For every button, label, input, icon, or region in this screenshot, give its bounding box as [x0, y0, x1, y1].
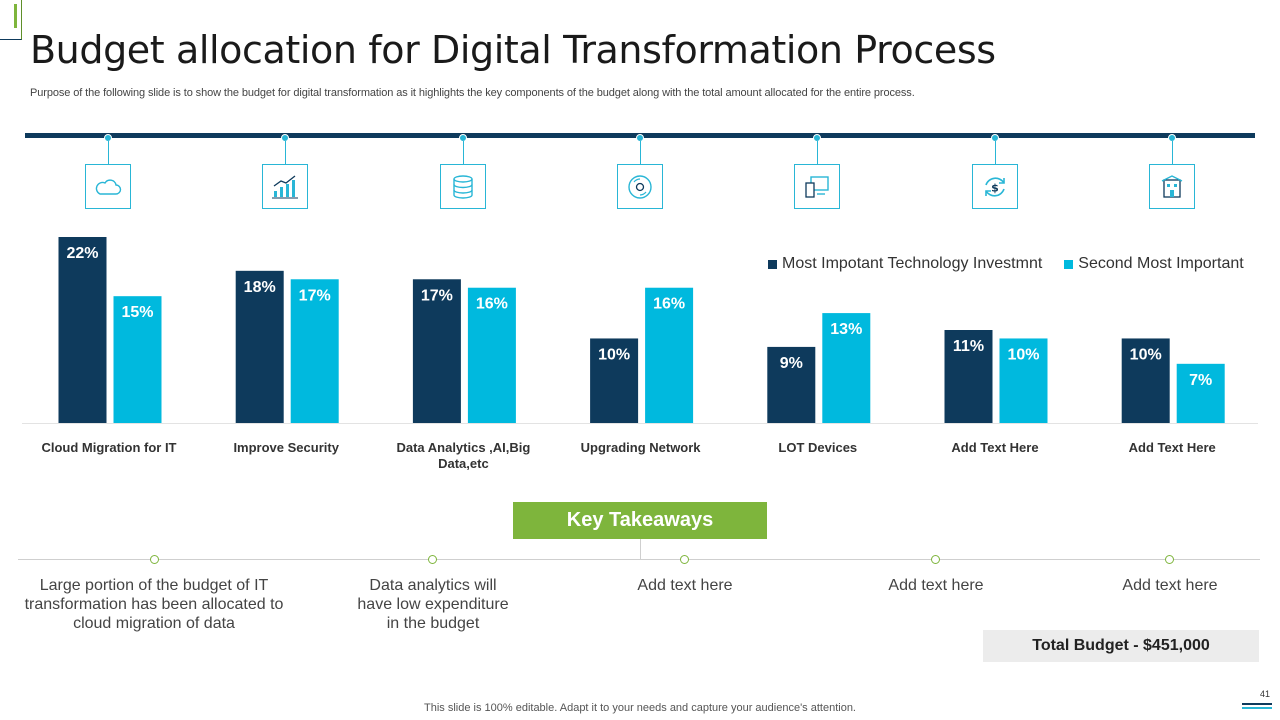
- category-label-2: Improve Security: [233, 440, 339, 455]
- takeaway-dot: [680, 555, 689, 564]
- icon-column-5: [794, 134, 840, 210]
- footer-note: This slide is 100% editable. Adapt it to…: [424, 702, 856, 714]
- takeaway-timeline: [18, 559, 1260, 560]
- bar-secondary-6: [999, 338, 1048, 423]
- page-number: 41: [1259, 689, 1270, 699]
- data-label-primary-2: 18%: [244, 279, 276, 296]
- bar-primary-3: [412, 279, 461, 423]
- category-label-4: Upgrading Network: [581, 440, 702, 455]
- icon-column-6: $: [972, 134, 1018, 210]
- data-label-secondary-5: 13%: [830, 321, 862, 338]
- takeaway-dot: [150, 555, 159, 564]
- chart-legend: Most Impotant Technology Investmnt Secon…: [768, 255, 1244, 273]
- takeaway-text-4: Add text here: [888, 577, 984, 594]
- data-label-primary-6: 11%: [953, 338, 984, 355]
- devices-icon: [794, 164, 840, 209]
- corner-accent: [0, 0, 22, 40]
- data-label-primary-7: 10%: [1130, 346, 1162, 363]
- data-label-secondary-7: 7%: [1189, 372, 1212, 389]
- icon-column-1: [85, 134, 131, 210]
- legend-item-secondary: Second Most Important: [1064, 255, 1244, 273]
- key-takeaways-heading: Key Takeaways: [513, 502, 767, 539]
- takeaway-text-3: Add text here: [637, 577, 733, 594]
- bar-primary-7: [1121, 338, 1170, 423]
- takeaway-dot: [931, 555, 940, 564]
- network-disc-icon: [617, 164, 663, 209]
- page-number-accent: [1242, 703, 1272, 709]
- database-icon: [440, 164, 486, 209]
- growth-chart-icon: [262, 164, 308, 209]
- bar-secondary-1: [113, 296, 162, 423]
- icon-column-3: [440, 134, 486, 210]
- legend-swatch-secondary: [1064, 259, 1074, 269]
- data-label-secondary-3: 16%: [476, 296, 508, 313]
- slide-subtitle: Purpose of the following slide is to sho…: [30, 87, 915, 99]
- icon-column-4: [617, 134, 663, 210]
- icon-column-7: [1149, 134, 1195, 210]
- takeaway-text-2: Data analytics will have low expenditure…: [357, 577, 509, 632]
- data-label-secondary-4: 16%: [653, 296, 685, 313]
- category-label-1: Cloud Migration for IT: [41, 440, 176, 455]
- bar-primary-2: [235, 270, 284, 423]
- takeaway-dot: [1165, 555, 1174, 564]
- bar-secondary-3: [467, 287, 516, 423]
- bar-primary-6: [944, 330, 993, 423]
- legend-label-primary: Most Impotant Technology Investmnt: [782, 255, 1043, 272]
- legend-item-primary: Most Impotant Technology Investmnt: [768, 255, 1042, 273]
- data-label-primary-4: 10%: [598, 346, 630, 363]
- category-label-5: LOT Devices: [778, 440, 857, 455]
- total-budget: Total Budget - $451,000: [983, 630, 1259, 662]
- data-label-secondary-6: 10%: [1007, 346, 1039, 363]
- legend-label-secondary: Second Most Important: [1078, 255, 1244, 272]
- takeaway-dot: [428, 555, 437, 564]
- data-label-primary-5: 9%: [780, 355, 803, 372]
- data-label-primary-1: 22%: [66, 245, 98, 262]
- takeaway-text-1: Large portion of the budget of IT transf…: [24, 577, 284, 632]
- refresh-dollar-icon: $: [972, 164, 1018, 209]
- data-label-secondary-2: 17%: [299, 287, 331, 304]
- slide-title: Budget allocation for Digital Transforma…: [30, 28, 996, 72]
- bar-secondary-5: [822, 313, 871, 423]
- bar-secondary-4: [645, 287, 694, 423]
- bar-secondary-7: [1176, 363, 1225, 423]
- bar-primary-5: [767, 346, 816, 423]
- building-icon: [1149, 164, 1195, 209]
- data-label-secondary-1: 15%: [121, 304, 153, 321]
- cloud-icon: [85, 164, 131, 209]
- icon-column-2: [262, 134, 308, 210]
- category-label-6: Add Text Here: [951, 440, 1038, 455]
- category-label-3: Data Analytics ,AI,Big Data,etc: [396, 440, 530, 471]
- bar-secondary-2: [290, 279, 339, 423]
- category-label-7: Add Text Here: [1129, 440, 1216, 455]
- svg-text:$: $: [991, 181, 999, 194]
- takeaway-connector: [640, 538, 641, 559]
- bar-primary-1: [58, 237, 107, 423]
- takeaway-text-5: Add text here: [1122, 577, 1218, 594]
- data-label-primary-3: 17%: [421, 287, 453, 304]
- bar-primary-4: [590, 338, 639, 423]
- legend-swatch-primary: [768, 259, 777, 269]
